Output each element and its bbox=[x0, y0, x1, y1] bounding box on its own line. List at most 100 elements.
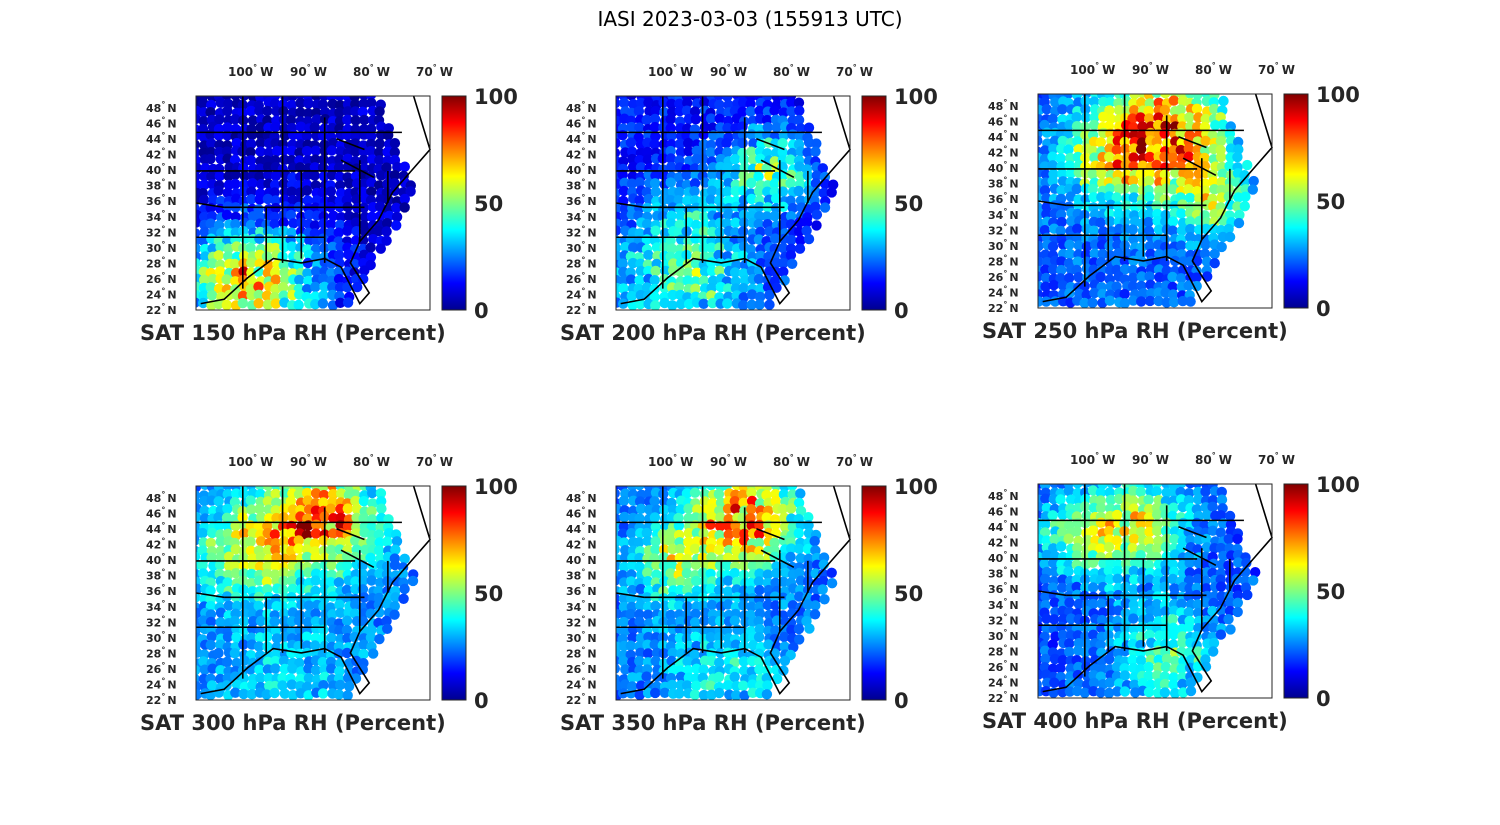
colorbar bbox=[861, 485, 887, 701]
lat-tick-label: 40° N bbox=[566, 552, 597, 567]
map-frame bbox=[1037, 483, 1273, 699]
rh-swath bbox=[1038, 94, 1272, 308]
map-frame bbox=[615, 485, 851, 701]
lon-tick-label: 80° W bbox=[353, 63, 390, 79]
lat-tick-label: 38° N bbox=[566, 568, 597, 583]
colorbar-tick-label: 100 bbox=[1316, 473, 1360, 497]
lat-tick-label: 48° N bbox=[988, 488, 1019, 503]
lat-tick-label: 46° N bbox=[988, 114, 1019, 129]
lat-tick-label: 46° N bbox=[146, 116, 177, 131]
state-boundaries bbox=[195, 485, 431, 696]
colorbar-tick-label: 50 bbox=[1316, 190, 1345, 214]
lat-tick-label: 48° N bbox=[988, 98, 1019, 113]
colorbar-tick-label: 0 bbox=[474, 689, 489, 713]
state-boundaries bbox=[615, 95, 851, 306]
panel-title: SAT 150 hPa RH (Percent) bbox=[140, 321, 446, 345]
lat-tick-label: 26° N bbox=[566, 271, 597, 286]
map-figure: 100° W 90° W 80° W 70° W 48° N46° N44° N42° N40° N38°… bbox=[560, 453, 938, 735]
lat-tick-label: 30° N bbox=[988, 238, 1019, 253]
lat-tick-label: 30° N bbox=[566, 630, 597, 645]
lat-tick-label: 46° N bbox=[988, 504, 1019, 519]
map-panel-6: 100° W 90° W 80° W 70° W 48° N 46° N 44° N 42° N 40° N 38°… bbox=[982, 448, 1402, 748]
panel-title: SAT 250 hPa RH (Percent) bbox=[982, 319, 1288, 343]
lat-tick-label: 44° N bbox=[566, 131, 597, 146]
map-figure: 100° W 90° W 80° W 70° W 48° N46° N44° N42° N40° N38°… bbox=[140, 453, 518, 735]
state-boundaries bbox=[195, 95, 431, 306]
lon-tick-label: 80° W bbox=[773, 453, 810, 469]
lat-tick-label: 34° N bbox=[988, 597, 1019, 612]
lat-tick-label: 40° N bbox=[566, 162, 597, 177]
colorbar-tick-label: 50 bbox=[474, 582, 503, 606]
map-figure: 100° W 90° W 80° W 70° W 48° N46° N44° N42° N40° N38°… bbox=[982, 61, 1360, 343]
lat-tick-label: 22° N bbox=[146, 302, 177, 317]
lat-tick-label: 42° N bbox=[146, 537, 177, 552]
lat-tick-label: 22° N bbox=[988, 300, 1019, 315]
panel-title: SAT 350 hPa RH (Percent) bbox=[560, 711, 866, 735]
lat-tick-label: 48° N bbox=[566, 100, 597, 115]
lat-tick-label: 42° N bbox=[566, 537, 597, 552]
lat-tick-label: 32° N bbox=[146, 224, 177, 239]
lat-tick-label: 40° N bbox=[146, 162, 177, 177]
lat-tick-label: 24° N bbox=[146, 286, 177, 301]
lon-tick-label: 90° W bbox=[710, 63, 747, 79]
rh-swath bbox=[616, 96, 850, 310]
lat-tick-label: 32° N bbox=[566, 614, 597, 629]
map-figure: 100° W 90° W 80° W 70° W 48° N46° N44° N42° N40° N38°… bbox=[982, 451, 1360, 733]
lat-tick-label: 46° N bbox=[566, 116, 597, 131]
lon-tick-label: 100° W bbox=[228, 453, 273, 469]
lat-tick-label: 34° N bbox=[988, 207, 1019, 222]
lat-tick-label: 48° N bbox=[566, 490, 597, 505]
rh-swath bbox=[196, 486, 430, 700]
lat-tick-label: 26° N bbox=[146, 271, 177, 286]
colorbar-tick-label: 100 bbox=[474, 475, 518, 499]
state-boundaries bbox=[615, 485, 851, 696]
lat-tick-label: 48° N bbox=[146, 100, 177, 115]
map-frame bbox=[195, 95, 431, 311]
figure-title: IASI 2023-03-03 (155913 UTC) bbox=[597, 7, 903, 31]
lat-tick-label: 28° N bbox=[566, 255, 597, 270]
lat-tick-label: 40° N bbox=[146, 552, 177, 567]
lon-tick-label: 80° W bbox=[1195, 61, 1232, 77]
lat-tick-label: 44° N bbox=[566, 521, 597, 536]
lat-tick-label: 42° N bbox=[988, 535, 1019, 550]
lat-tick-label: 32° N bbox=[988, 222, 1019, 237]
lon-tick-label: 100° W bbox=[1070, 451, 1115, 467]
colorbar bbox=[441, 95, 467, 311]
lat-tick-label: 46° N bbox=[566, 506, 597, 521]
lat-tick-label: 30° N bbox=[566, 240, 597, 255]
lat-tick-label: 24° N bbox=[146, 676, 177, 691]
lat-tick-label: 22° N bbox=[988, 690, 1019, 705]
lat-tick-label: 26° N bbox=[146, 661, 177, 676]
lat-tick-label: 42° N bbox=[146, 147, 177, 162]
state-boundaries bbox=[1037, 483, 1273, 694]
lat-tick-label: 44° N bbox=[146, 521, 177, 536]
lon-tick-label: 90° W bbox=[710, 453, 747, 469]
lat-tick-label: 28° N bbox=[988, 643, 1019, 658]
lon-tick-label: 100° W bbox=[648, 63, 693, 79]
colorbar-tick-label: 0 bbox=[1316, 687, 1331, 711]
map-figure: 100° W 90° W 80° W 70° W 48° N46° N44° N42° N40° N38°… bbox=[140, 63, 518, 345]
lat-tick-label: 26° N bbox=[566, 661, 597, 676]
lat-tick-label: 28° N bbox=[146, 255, 177, 270]
lat-tick-label: 38° N bbox=[146, 178, 177, 193]
lat-tick-label: 22° N bbox=[566, 692, 597, 707]
lat-tick-label: 42° N bbox=[988, 145, 1019, 160]
colorbar-tick-label: 50 bbox=[894, 192, 923, 216]
state-boundaries bbox=[1037, 93, 1273, 304]
lat-tick-label: 34° N bbox=[566, 599, 597, 614]
colorbar bbox=[1283, 93, 1309, 309]
lon-tick-label: 100° W bbox=[228, 63, 273, 79]
panel-title: SAT 300 hPa RH (Percent) bbox=[140, 711, 446, 735]
lat-tick-label: 38° N bbox=[988, 176, 1019, 191]
lat-tick-label: 36° N bbox=[146, 583, 177, 598]
rh-swath bbox=[616, 486, 850, 700]
lon-tick-label: 90° W bbox=[1132, 61, 1169, 77]
colorbar bbox=[441, 485, 467, 701]
lat-tick-label: 44° N bbox=[988, 129, 1019, 144]
lon-tick-label: 70° W bbox=[836, 453, 873, 469]
lat-tick-label: 38° N bbox=[146, 568, 177, 583]
lon-tick-label: 70° W bbox=[416, 453, 453, 469]
lat-tick-label: 40° N bbox=[988, 160, 1019, 175]
lon-tick-label: 90° W bbox=[1132, 451, 1169, 467]
map-panel-4: 100° W 90° W 80° W 70° W 48° N 46° N 44° N 42° N 40° N 38°… bbox=[140, 450, 560, 750]
